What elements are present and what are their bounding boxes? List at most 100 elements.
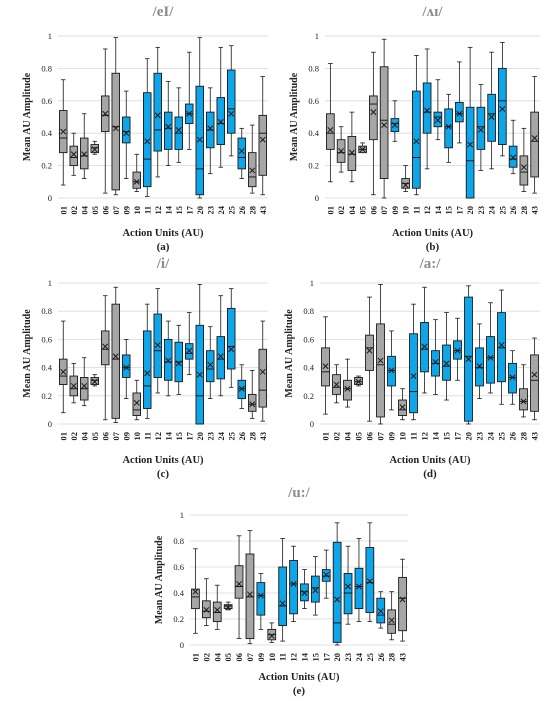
box-01 [321, 316, 330, 415]
x-tick-label: 23 [343, 653, 353, 662]
y-tick-label: 0.4 [173, 588, 184, 598]
x-tick-label: 20 [332, 653, 342, 662]
mean-marker [333, 381, 340, 388]
box-17 [453, 317, 462, 381]
box-04 [80, 113, 89, 179]
x-tick-label: 20 [195, 206, 205, 215]
box-07 [111, 286, 120, 423]
x-tick-label: 28 [519, 206, 529, 215]
box-23 [343, 545, 353, 625]
box-26 [508, 350, 517, 405]
x-tick-label: 04 [79, 205, 89, 214]
mean-marker [323, 571, 330, 578]
x-tick-label: 23 [475, 432, 485, 441]
x-tick-label: 43 [530, 432, 540, 441]
x-axis-label: Action Units (AU) [392, 228, 474, 239]
y-axis-label: Mean AU Amplitude [22, 72, 33, 161]
mean-marker [410, 373, 417, 380]
x-tick-label: 17 [184, 205, 194, 214]
box-iqr [227, 307, 236, 370]
x-tick-label: 23 [476, 206, 486, 215]
x-tick-label: 17 [453, 431, 463, 440]
box-iqr [143, 330, 152, 409]
box-26 [237, 127, 246, 179]
box-iqr [398, 576, 407, 632]
mean-marker [236, 580, 243, 587]
mean-marker [454, 347, 461, 354]
box-07 [376, 284, 385, 425]
mean-marker [102, 110, 109, 117]
box-iqr [256, 582, 266, 616]
box-iqr [519, 388, 528, 411]
mean-marker [91, 146, 98, 153]
box-14 [433, 79, 443, 141]
box-25 [365, 522, 375, 622]
box-06 [101, 295, 110, 421]
box-25 [497, 289, 506, 405]
box-12 [422, 48, 432, 170]
x-tick-label: 26 [237, 206, 247, 215]
mean-marker [510, 154, 517, 161]
box-14 [164, 320, 173, 397]
mean-marker [345, 583, 352, 590]
x-tick-label: 06 [365, 432, 375, 441]
box-15 [174, 87, 183, 163]
box-14 [164, 80, 173, 167]
panel-label: (b) [426, 241, 440, 253]
x-tick-label: 26 [237, 432, 247, 441]
box-20 [464, 285, 473, 425]
box-01 [59, 79, 68, 186]
box-iqr [195, 85, 204, 196]
box-iqr [376, 323, 385, 418]
box-24 [216, 295, 225, 397]
y-tick-label: 0.2 [303, 391, 314, 401]
box-iqr [122, 116, 131, 144]
y-tick-label: 0 [48, 419, 52, 429]
x-axis-label: Action Units (AU) [389, 455, 471, 466]
box-14 [300, 569, 309, 609]
box-iqr [227, 69, 236, 134]
y-tick-label: 1 [315, 31, 319, 41]
x-tick-label: 01 [190, 653, 200, 662]
mean-marker [456, 110, 463, 117]
x-tick-label: 09 [390, 206, 400, 215]
box-28 [248, 370, 257, 419]
box-iqr [412, 90, 421, 189]
panel-label: (e) [293, 685, 306, 697]
x-tick-label: 02 [69, 432, 79, 441]
x-tick-label: 12 [422, 206, 432, 215]
x-tick-label: 23 [205, 432, 215, 441]
y-tick-label: 0 [180, 640, 184, 650]
box-23 [206, 87, 215, 175]
mean-marker [207, 125, 214, 132]
x-tick-label: 26 [376, 653, 386, 662]
box-05 [358, 142, 367, 154]
mean-marker [81, 151, 88, 158]
x-tick-label: 05 [223, 653, 233, 662]
x-tick-label: 17 [454, 205, 464, 214]
box-24 [486, 302, 495, 394]
y-tick-label: 0.6 [41, 334, 52, 344]
box-iqr [465, 106, 475, 199]
box-20 [195, 37, 204, 199]
box-iqr [498, 67, 507, 145]
x-tick-label: 10 [398, 432, 408, 441]
mean-marker [301, 590, 308, 596]
box-25 [498, 42, 507, 157]
box-26 [376, 591, 386, 629]
x-tick-label: 43 [398, 653, 408, 662]
x-tick-label: 02 [69, 206, 79, 215]
box-01 [191, 548, 200, 634]
y-tick-label: 1 [180, 510, 184, 520]
box-11 [143, 58, 152, 197]
y-tick-label: 0.2 [173, 614, 184, 624]
mean-marker [238, 385, 245, 392]
box-09 [390, 100, 400, 142]
box-11 [143, 303, 152, 419]
x-tick-label: 15 [174, 432, 184, 441]
box-01 [59, 320, 68, 414]
box-06 [234, 535, 244, 639]
mean-marker [467, 141, 474, 148]
mean-marker [257, 592, 264, 599]
